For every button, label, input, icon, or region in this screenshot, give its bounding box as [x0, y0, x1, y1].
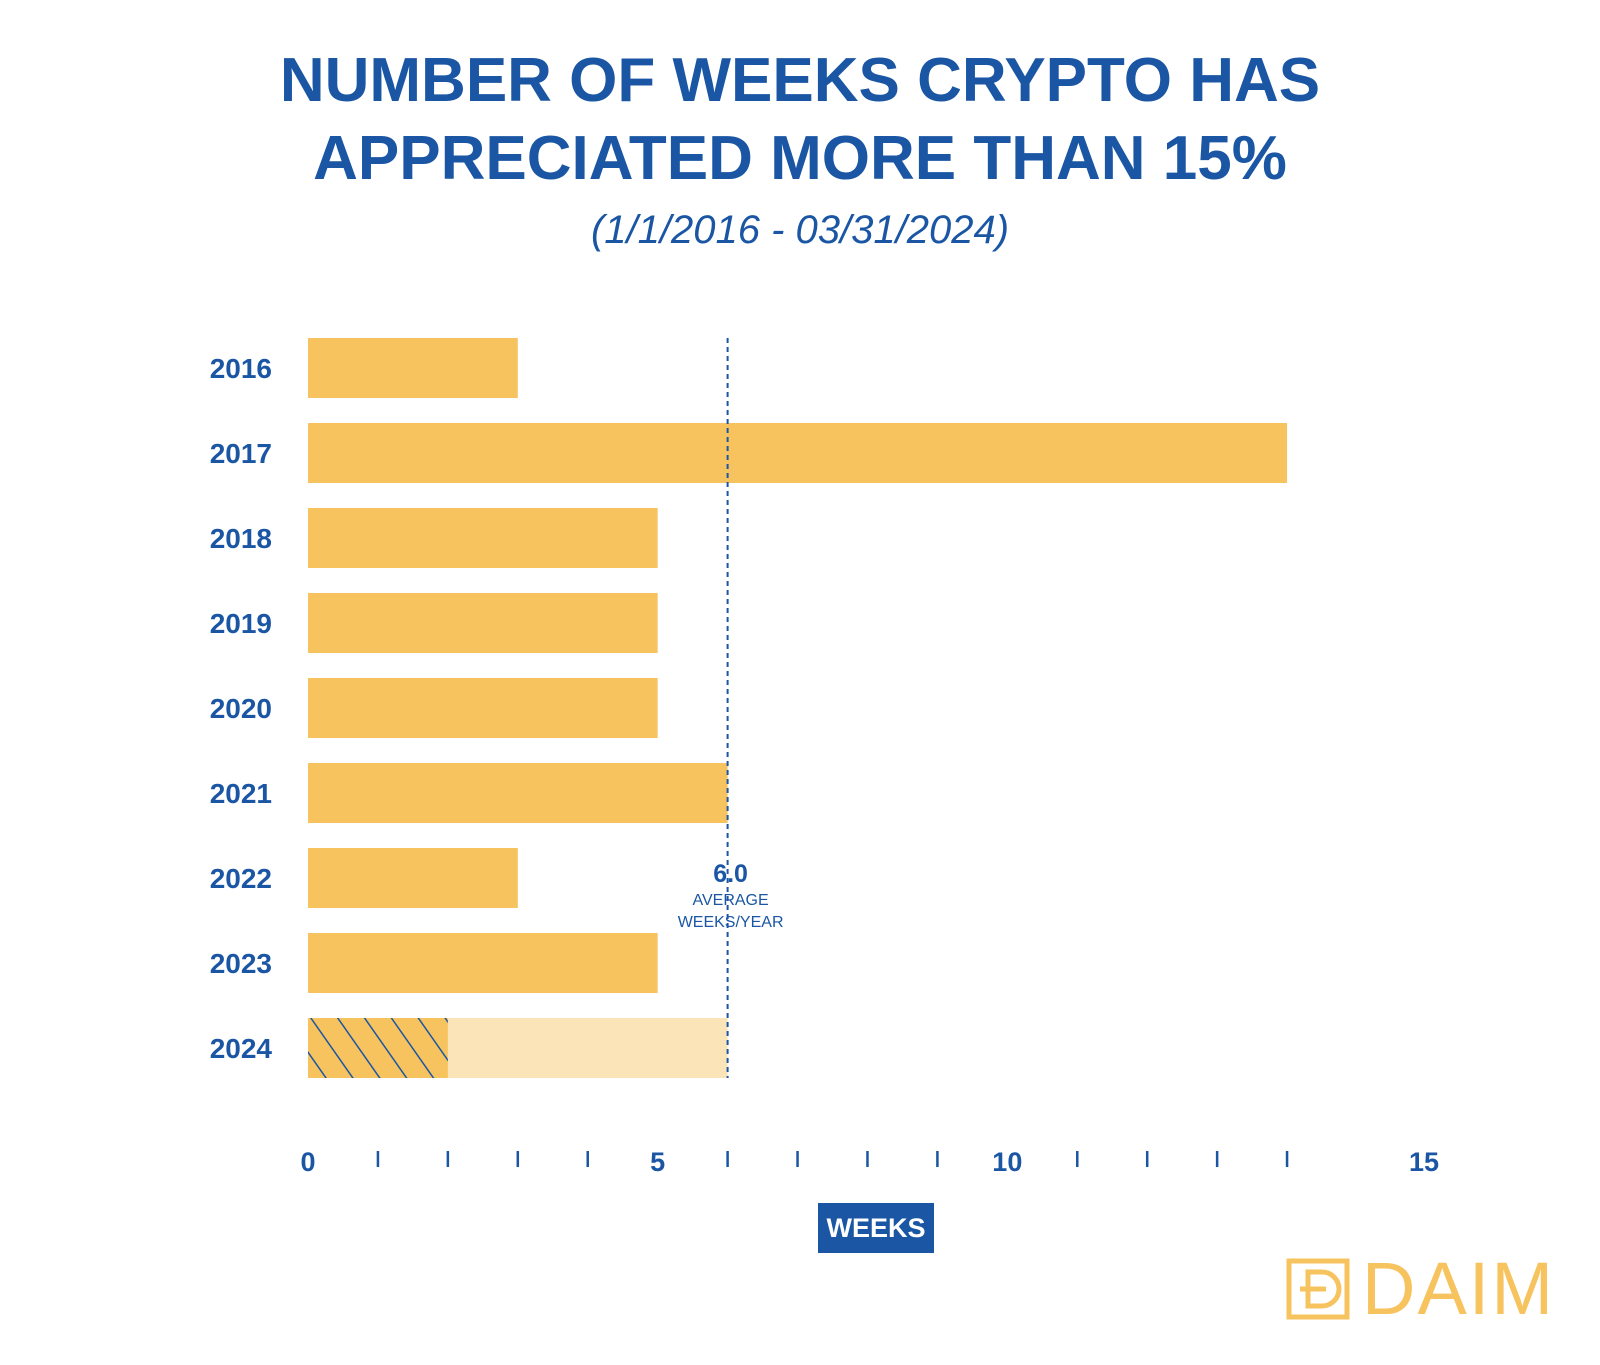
category-label-2024: 2024 — [210, 1033, 273, 1064]
bar-2018 — [308, 508, 658, 568]
bar-2021 — [308, 763, 728, 823]
daim-logo: DAIM — [1286, 1247, 1555, 1330]
category-label-2021: 2021 — [210, 778, 272, 809]
x-axis-label: WEEKS — [818, 1203, 934, 1253]
category-label-2016: 2016 — [210, 353, 272, 384]
x-tick-label-15: 15 — [1409, 1147, 1439, 1177]
bars-layer — [308, 338, 1288, 1078]
bar-2017 — [308, 423, 1288, 483]
chart-subtitle: (1/1/2016 - 03/31/2024) — [590, 208, 1010, 252]
category-label-2019: 2019 — [210, 608, 272, 639]
average-value-label: 6.0 — [713, 860, 748, 888]
category-label-2022: 2022 — [210, 863, 272, 894]
daim-logo-text: DAIM — [1362, 1247, 1555, 1330]
bar-2020 — [308, 678, 658, 738]
chart-title-line-2: APPRECIATED MORE THAN 15% — [313, 124, 1287, 193]
x-tick-label-5: 5 — [650, 1147, 665, 1177]
bar-2022 — [308, 848, 518, 908]
x-axis: 0 5 10 15 — [300, 1147, 1439, 1177]
y-axis-categories: 2016 2017 2018 2019 2020 2021 2022 2023 2024 — [210, 353, 273, 1064]
daim-logo-icon — [1286, 1258, 1350, 1320]
category-label-2017: 2017 — [210, 438, 272, 469]
average-label-line: AVERAGE — [693, 892, 769, 909]
category-label-2018: 2018 — [210, 523, 272, 554]
bar-2019 — [308, 593, 658, 653]
chart-title: NUMBER OF WEEKS CRYPTO HAS APPRECIATED M… — [0, 42, 1600, 198]
chart-title-line-1: NUMBER OF WEEKS CRYPTO HAS — [279, 46, 1321, 115]
bar-2023 — [308, 933, 658, 993]
average-label-line: WEEKS/YEAR — [678, 914, 784, 931]
category-label-2020: 2020 — [210, 693, 272, 724]
x-tick-label-0: 0 — [300, 1147, 315, 1177]
bar-2024 — [308, 1018, 448, 1078]
bar-2016 — [308, 338, 518, 398]
category-label-2023: 2023 — [210, 948, 272, 979]
x-tick-label-10: 10 — [992, 1147, 1022, 1177]
average-line-group: 6.0 AVERAGE WEEKS/YEAR — [678, 338, 784, 1078]
